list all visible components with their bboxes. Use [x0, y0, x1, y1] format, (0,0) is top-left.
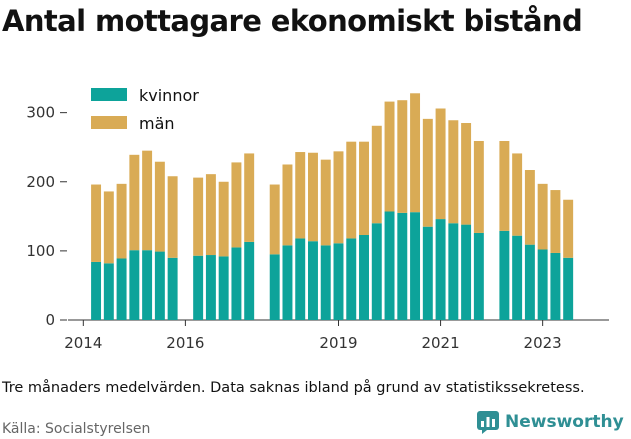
- bar-man: [461, 123, 472, 225]
- bar-man: [333, 151, 344, 244]
- legend: kvinnor män: [91, 86, 199, 133]
- bar-man: [397, 100, 408, 213]
- legend-swatch-kvinnor: [91, 88, 127, 101]
- bar-kvinnor: [167, 257, 178, 320]
- bar-kvinnor: [282, 245, 293, 320]
- y-tick-label: 0: [45, 311, 55, 329]
- bar-kvinnor: [103, 263, 114, 320]
- bar-kvinnor: [461, 224, 472, 320]
- bar-kvinnor: [218, 256, 229, 320]
- bar-man: [524, 170, 535, 245]
- y-tick-label: 200: [26, 173, 55, 191]
- bar-man: [550, 190, 561, 253]
- x-tick-label: 2023: [524, 334, 562, 352]
- bar-kvinnor: [142, 250, 153, 320]
- bar-man: [410, 93, 421, 213]
- bar-man: [116, 183, 127, 259]
- bar-man: [308, 152, 318, 242]
- bar-kvinnor: [333, 243, 344, 320]
- bar-man: [359, 141, 369, 235]
- bar-man: [422, 118, 433, 227]
- bar-kvinnor: [473, 232, 484, 320]
- x-axis-ticks: 2014 2016 2019 2021 2023: [64, 320, 562, 352]
- bar-kvinnor: [346, 238, 357, 320]
- bar-man: [512, 153, 523, 236]
- bar-kvinnor: [308, 241, 318, 320]
- bar-man: [244, 153, 255, 242]
- bar-kvinnor: [524, 244, 535, 320]
- bar-man: [320, 159, 331, 246]
- logo-text: Newsworthy: [505, 412, 624, 432]
- bar-kvinnor: [550, 252, 561, 320]
- bar-kvinnor: [359, 234, 369, 320]
- bar-kvinnor: [384, 211, 395, 320]
- bar-man: [563, 199, 574, 258]
- bar-man: [499, 140, 510, 231]
- bar-man: [346, 141, 357, 239]
- bar-man: [537, 183, 548, 250]
- bar-kvinnor: [129, 250, 140, 320]
- bar-kvinnor: [244, 241, 255, 320]
- bar-man: [282, 164, 293, 246]
- chart-logo-icon: [477, 411, 499, 434]
- bar-kvinnor: [91, 261, 102, 320]
- bar-kvinnor: [512, 235, 523, 320]
- bar-man: [231, 162, 242, 248]
- bar-kvinnor: [231, 247, 242, 320]
- bar-kvinnor: [397, 212, 408, 320]
- bar-man: [193, 177, 204, 256]
- bar-kvinnor: [116, 258, 127, 320]
- bar-man: [218, 181, 229, 257]
- bar-man: [448, 120, 459, 224]
- legend-label-man: män: [139, 114, 175, 133]
- x-tick-label: 2014: [64, 334, 102, 352]
- bar-man: [473, 140, 484, 233]
- bar-man: [295, 152, 306, 239]
- bar-man: [142, 150, 153, 251]
- x-tick-label: 2019: [319, 334, 357, 352]
- bar-man: [129, 154, 140, 251]
- bar-man: [435, 108, 446, 220]
- bar-man: [384, 101, 395, 212]
- bar-man: [91, 184, 102, 262]
- bar-man: [371, 125, 382, 224]
- bar-man: [205, 174, 216, 256]
- chart-title: Antal mottagare ekonomiskt bistånd: [2, 4, 583, 38]
- bar-kvinnor: [154, 251, 165, 320]
- bar-man: [154, 161, 165, 252]
- bars: [91, 93, 574, 320]
- bar-kvinnor: [205, 255, 216, 320]
- newsworthy-logo: Newsworthy: [476, 410, 624, 434]
- bar-kvinnor: [269, 254, 280, 320]
- bar-kvinnor: [422, 226, 433, 320]
- bar-kvinnor: [435, 219, 446, 320]
- bar-kvinnor: [563, 257, 574, 320]
- bar-kvinnor: [193, 255, 204, 320]
- bar-man: [269, 184, 280, 255]
- bar-kvinnor: [499, 230, 510, 320]
- bar-kvinnor: [295, 238, 306, 320]
- bar-kvinnor: [371, 223, 382, 320]
- bar-kvinnor: [448, 223, 459, 320]
- source-note: Källa: Socialstyrelsen: [2, 421, 151, 437]
- y-axis-ticks: 0 100 200 300: [26, 104, 67, 329]
- axis-layer: 0 100 200 300 2014 2016 2019 2021 2023: [26, 104, 609, 352]
- bar-kvinnor: [410, 212, 421, 320]
- bar-kvinnor: [537, 249, 548, 320]
- legend-label-kvinnor: kvinnor: [139, 86, 199, 105]
- bar-man: [103, 191, 114, 264]
- y-tick-label: 100: [26, 242, 55, 260]
- x-tick-label: 2021: [421, 334, 459, 352]
- y-tick-label: 300: [26, 104, 55, 122]
- chart-caption: Tre månaders medelvärden. Data saknas ib…: [2, 380, 585, 396]
- bar-kvinnor: [320, 245, 331, 320]
- legend-swatch-man: [91, 116, 127, 129]
- bar-man: [167, 176, 178, 258]
- x-tick-label: 2016: [166, 334, 204, 352]
